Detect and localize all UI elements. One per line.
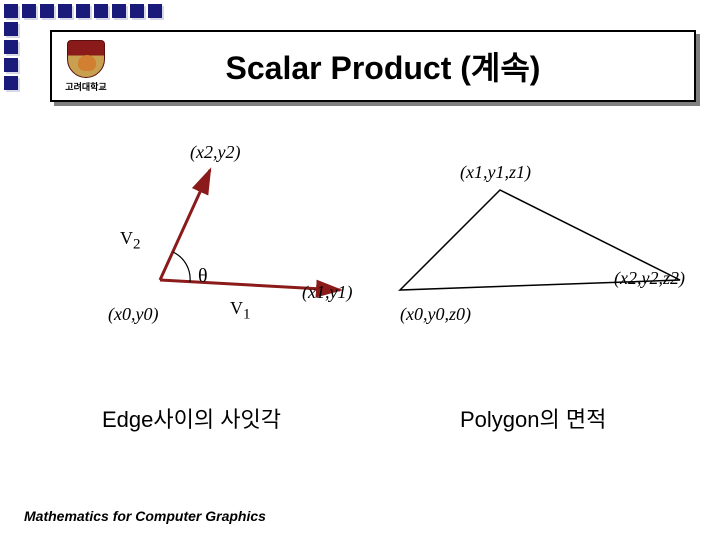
caption-right: Polygon의 면적	[460, 402, 606, 434]
label-p0: (x0,y0)	[108, 304, 158, 325]
label-tri-p0: (x0,y0,z0)	[400, 304, 471, 325]
university-logo: 고려대학교	[60, 40, 112, 93]
caption-left: Edge사이의 사잇각	[102, 402, 281, 434]
title-box: 고려대학교 Scalar Product (계속)	[50, 30, 696, 102]
border-left	[4, 22, 18, 90]
shield-icon	[67, 40, 105, 78]
label-tri-p2: (x2,y2,z2)	[614, 268, 685, 289]
label-p1: (x1,y1)	[302, 282, 352, 303]
diagram-area: (x2,y2) V2 θ (x0,y0) V1 (x1,y1) Edge사이의 …	[40, 120, 680, 480]
border-top	[4, 4, 162, 18]
polygon-area-figure	[390, 180, 690, 310]
label-v2: V2	[120, 228, 141, 254]
label-tri-p1: (x1,y1,z1)	[460, 162, 531, 183]
label-p2: (x2,y2)	[190, 142, 240, 163]
page-title: Scalar Product (계속)	[112, 43, 694, 89]
logo-caption: 고려대학교	[65, 80, 106, 93]
footer-text: Mathematics for Computer Graphics	[24, 508, 266, 524]
label-v1: V1	[230, 298, 251, 324]
label-theta: θ	[198, 265, 208, 288]
